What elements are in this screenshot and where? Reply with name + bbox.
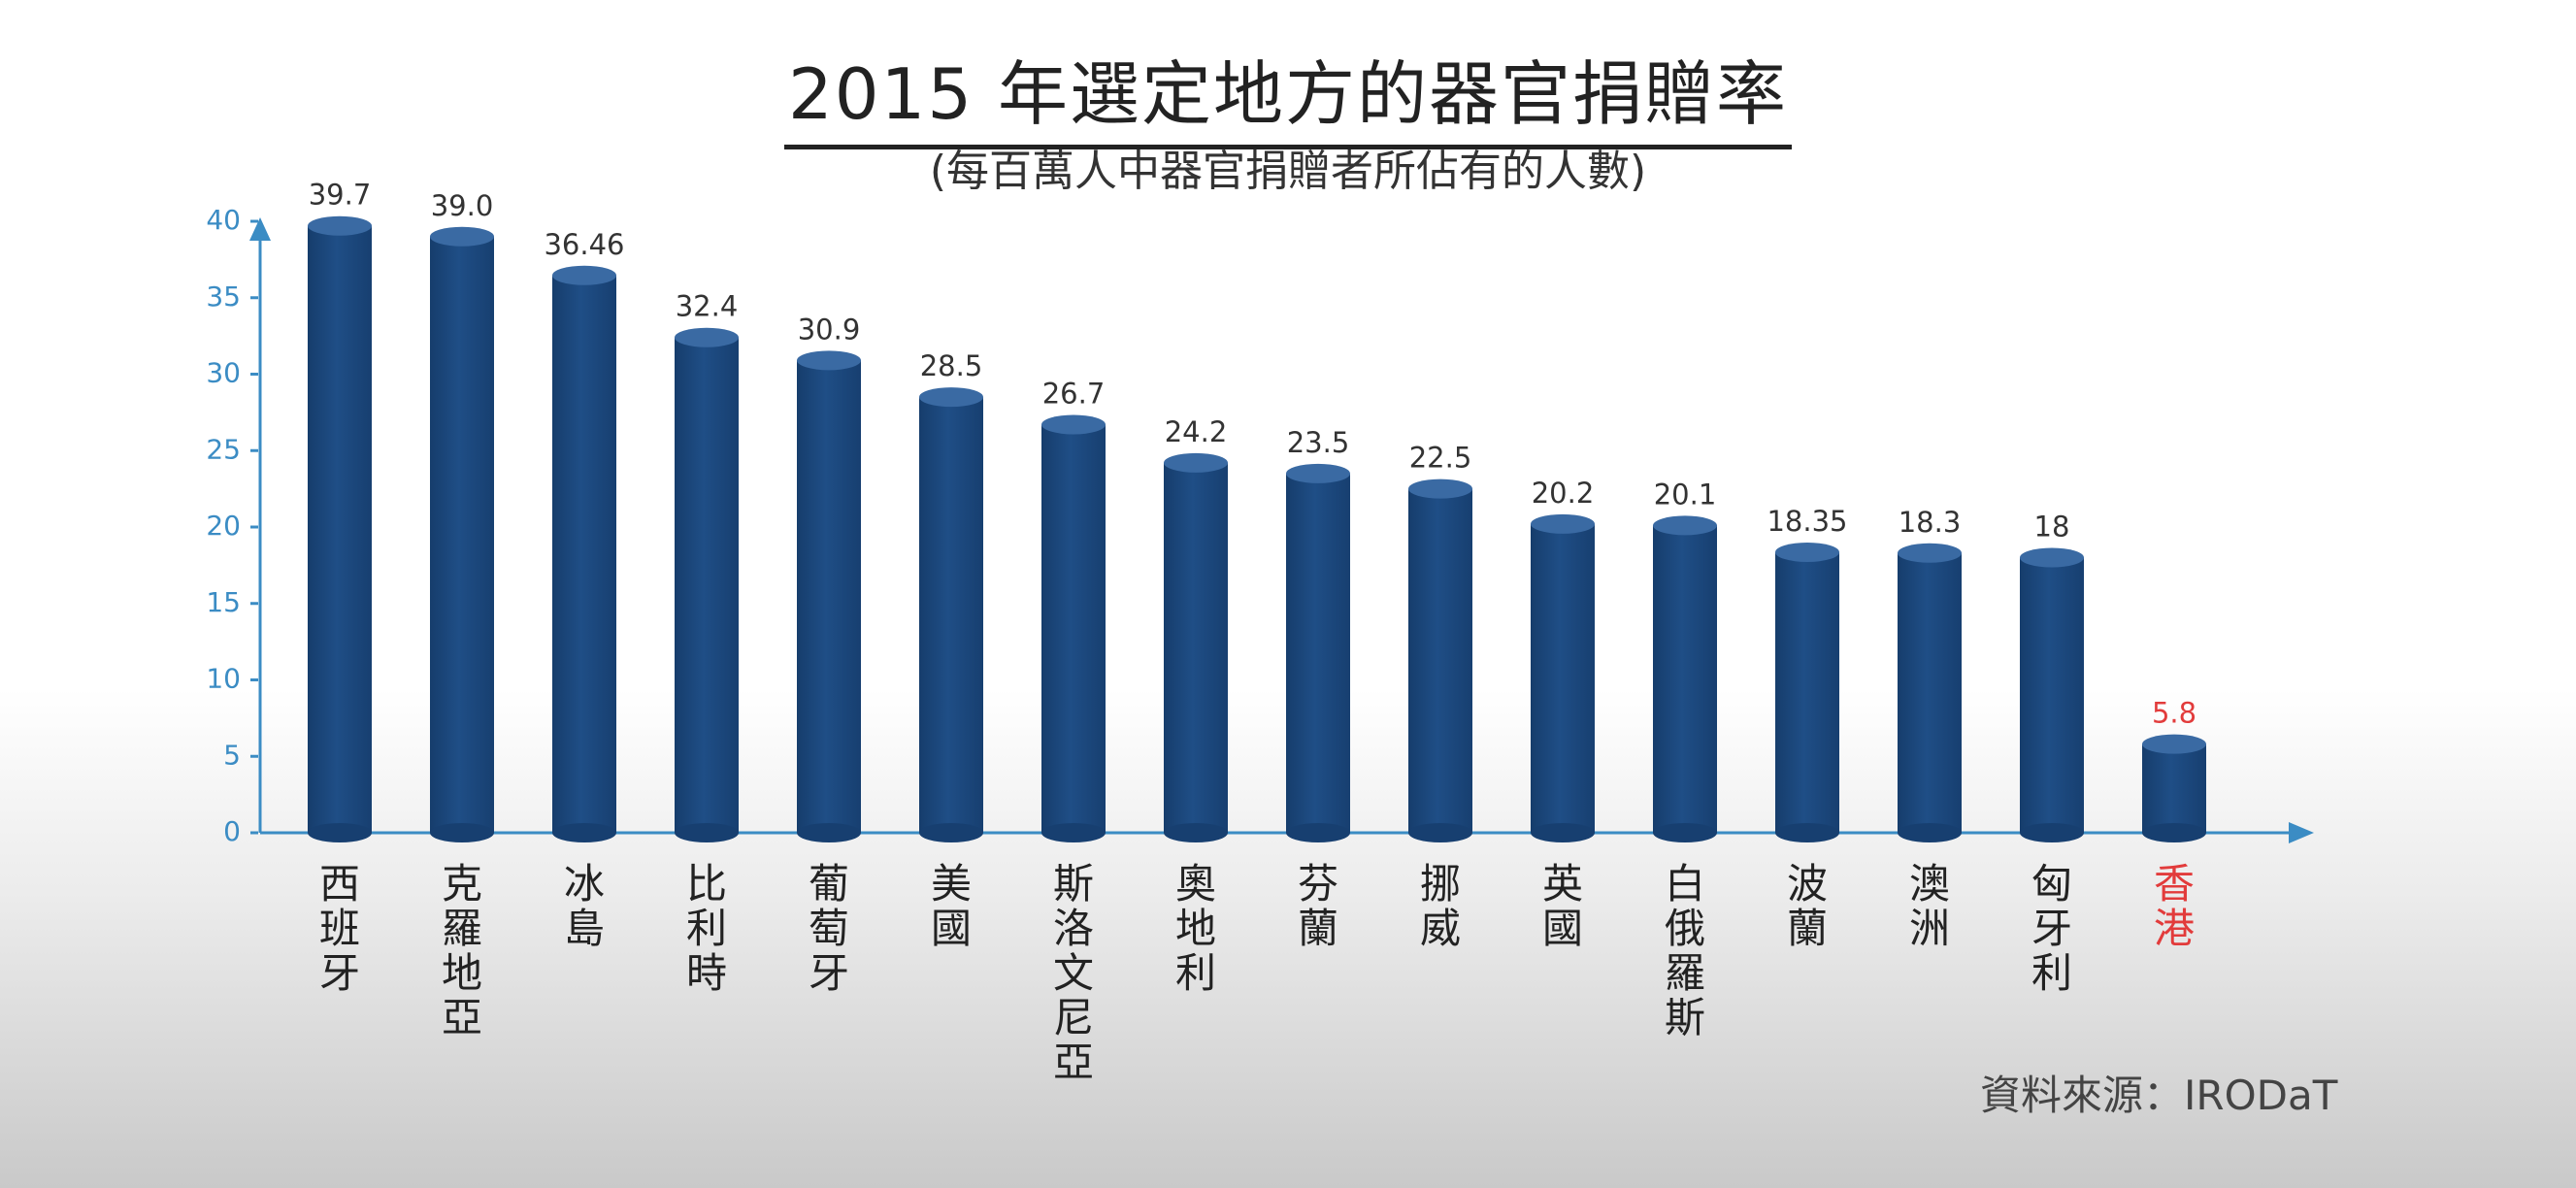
- bar-top: [1164, 452, 1228, 473]
- category-label: 比利時: [686, 860, 727, 997]
- chart-title-text: 2015 年選定地方的器官捐贈率: [783, 37, 1793, 149]
- bar: [2142, 743, 2206, 833]
- bar-base: [1531, 823, 1595, 842]
- bar: [797, 360, 861, 833]
- bar-value-label: 30.9: [798, 313, 861, 346]
- chart-subtitle: (每百萬人中器官捐贈者所佔有的人數): [929, 147, 1647, 196]
- bar-top: [1898, 543, 1962, 563]
- bar: [675, 337, 739, 833]
- category-label: 白俄羅斯: [1665, 860, 1705, 1041]
- category-label: 波蘭: [1787, 860, 1828, 952]
- y-tick-label: 20: [206, 510, 241, 542]
- bar-value-label: 28.5: [920, 349, 983, 382]
- y-tick-label: 30: [206, 357, 241, 389]
- bar-base: [1653, 823, 1717, 842]
- bar-value-label: 18: [2034, 511, 2070, 544]
- bar: [1041, 424, 1106, 833]
- bar-value-label: 20.1: [1654, 478, 1717, 511]
- bar: [308, 225, 372, 834]
- bar-base: [919, 823, 983, 842]
- bar-top: [2020, 547, 2084, 568]
- category-label: 芬蘭: [1298, 860, 1338, 952]
- bar-top: [1408, 478, 1472, 499]
- bar: [430, 236, 494, 833]
- category-label: 克羅地亞: [442, 860, 482, 1041]
- bar-value-label: 18.35: [1767, 505, 1847, 538]
- bar-base: [2142, 823, 2206, 842]
- y-tick-label: 15: [206, 586, 241, 618]
- bar-base: [552, 823, 616, 842]
- bar-top: [552, 265, 616, 285]
- bar: [1164, 462, 1228, 833]
- bar-top: [919, 387, 983, 408]
- bar-top: [2142, 734, 2206, 754]
- bar-base: [1898, 823, 1962, 842]
- bar-top: [1775, 542, 1839, 562]
- category-label: 澳洲: [1909, 860, 1950, 952]
- bar-value-label: 22.5: [1409, 442, 1472, 475]
- bar-base: [430, 823, 494, 842]
- category-label: 奧地利: [1175, 860, 1216, 997]
- bar-top: [308, 215, 372, 236]
- y-tick-label: 10: [206, 663, 241, 695]
- bar: [1531, 523, 1595, 833]
- chart-title: 2015 年選定地方的器官捐贈率: [0, 37, 2576, 149]
- category-label: 香港: [2154, 860, 2195, 952]
- category-label: 葡萄牙: [809, 860, 849, 997]
- y-tick-label: 25: [206, 433, 241, 465]
- category-label: 美國: [931, 860, 972, 952]
- y-tick-label: 35: [206, 280, 241, 313]
- bar-base: [2020, 823, 2084, 842]
- bar: [1408, 488, 1472, 833]
- chart-bars: [308, 215, 2206, 842]
- bar: [919, 397, 983, 833]
- bar-top: [797, 350, 861, 371]
- bar-base: [1041, 823, 1106, 842]
- category-label: 匈牙利: [2031, 860, 2072, 997]
- chart-labels: 39.7 西班牙 39.0 克羅地亞 36.46 冰島 32.4 比利時 30.9 葡萄牙 28.5…: [309, 179, 2196, 1086]
- bar-value-label: 36.46: [544, 228, 624, 261]
- bar-value-label: 24.2: [1165, 415, 1228, 448]
- bar-value-label: 18.3: [1899, 506, 1962, 539]
- bar-base: [1286, 823, 1350, 842]
- bar-top: [1041, 414, 1106, 435]
- bar-base: [675, 823, 739, 842]
- bar: [2020, 557, 2084, 833]
- y-tick-label: 40: [206, 204, 241, 236]
- x-axis-arrow: [2289, 822, 2314, 843]
- bar-value-label: 39.7: [309, 179, 372, 212]
- y-axis-arrow: [249, 217, 271, 241]
- bar: [1898, 552, 1962, 833]
- y-tick-label: 5: [223, 739, 241, 771]
- bar-value-label: 32.4: [676, 290, 739, 323]
- bar-value-label: 26.7: [1042, 377, 1106, 410]
- bar-top: [1531, 513, 1595, 534]
- bar-top: [675, 327, 739, 347]
- bar-base: [1164, 823, 1228, 842]
- category-label: 挪威: [1420, 860, 1461, 952]
- bar-value-label: 39.0: [431, 189, 494, 222]
- bar: [1286, 473, 1350, 833]
- bar-base: [1408, 823, 1472, 842]
- bar-value-label: 5.8: [2152, 697, 2196, 730]
- category-label: 西班牙: [319, 860, 360, 997]
- bar-top: [430, 226, 494, 247]
- bar-base: [308, 823, 372, 842]
- category-label: 斯洛文尼亞: [1053, 860, 1094, 1086]
- bar-value-label: 23.5: [1287, 426, 1350, 459]
- y-tick-label: 0: [223, 815, 241, 847]
- source-note: 資料來源：IRODaT: [1980, 1072, 2338, 1119]
- bar: [1775, 551, 1839, 833]
- category-label: 冰島: [564, 860, 605, 952]
- category-label: 英國: [1542, 860, 1583, 952]
- bar-base: [1775, 823, 1839, 842]
- bar-top: [1653, 515, 1717, 536]
- bar-base: [797, 823, 861, 842]
- bar: [552, 275, 616, 833]
- chart-axes: 0 5 10 15 20 25 30 35 40: [206, 204, 2314, 847]
- bar-value-label: 20.2: [1532, 477, 1595, 510]
- bar-top: [1286, 463, 1350, 483]
- bar: [1653, 525, 1717, 833]
